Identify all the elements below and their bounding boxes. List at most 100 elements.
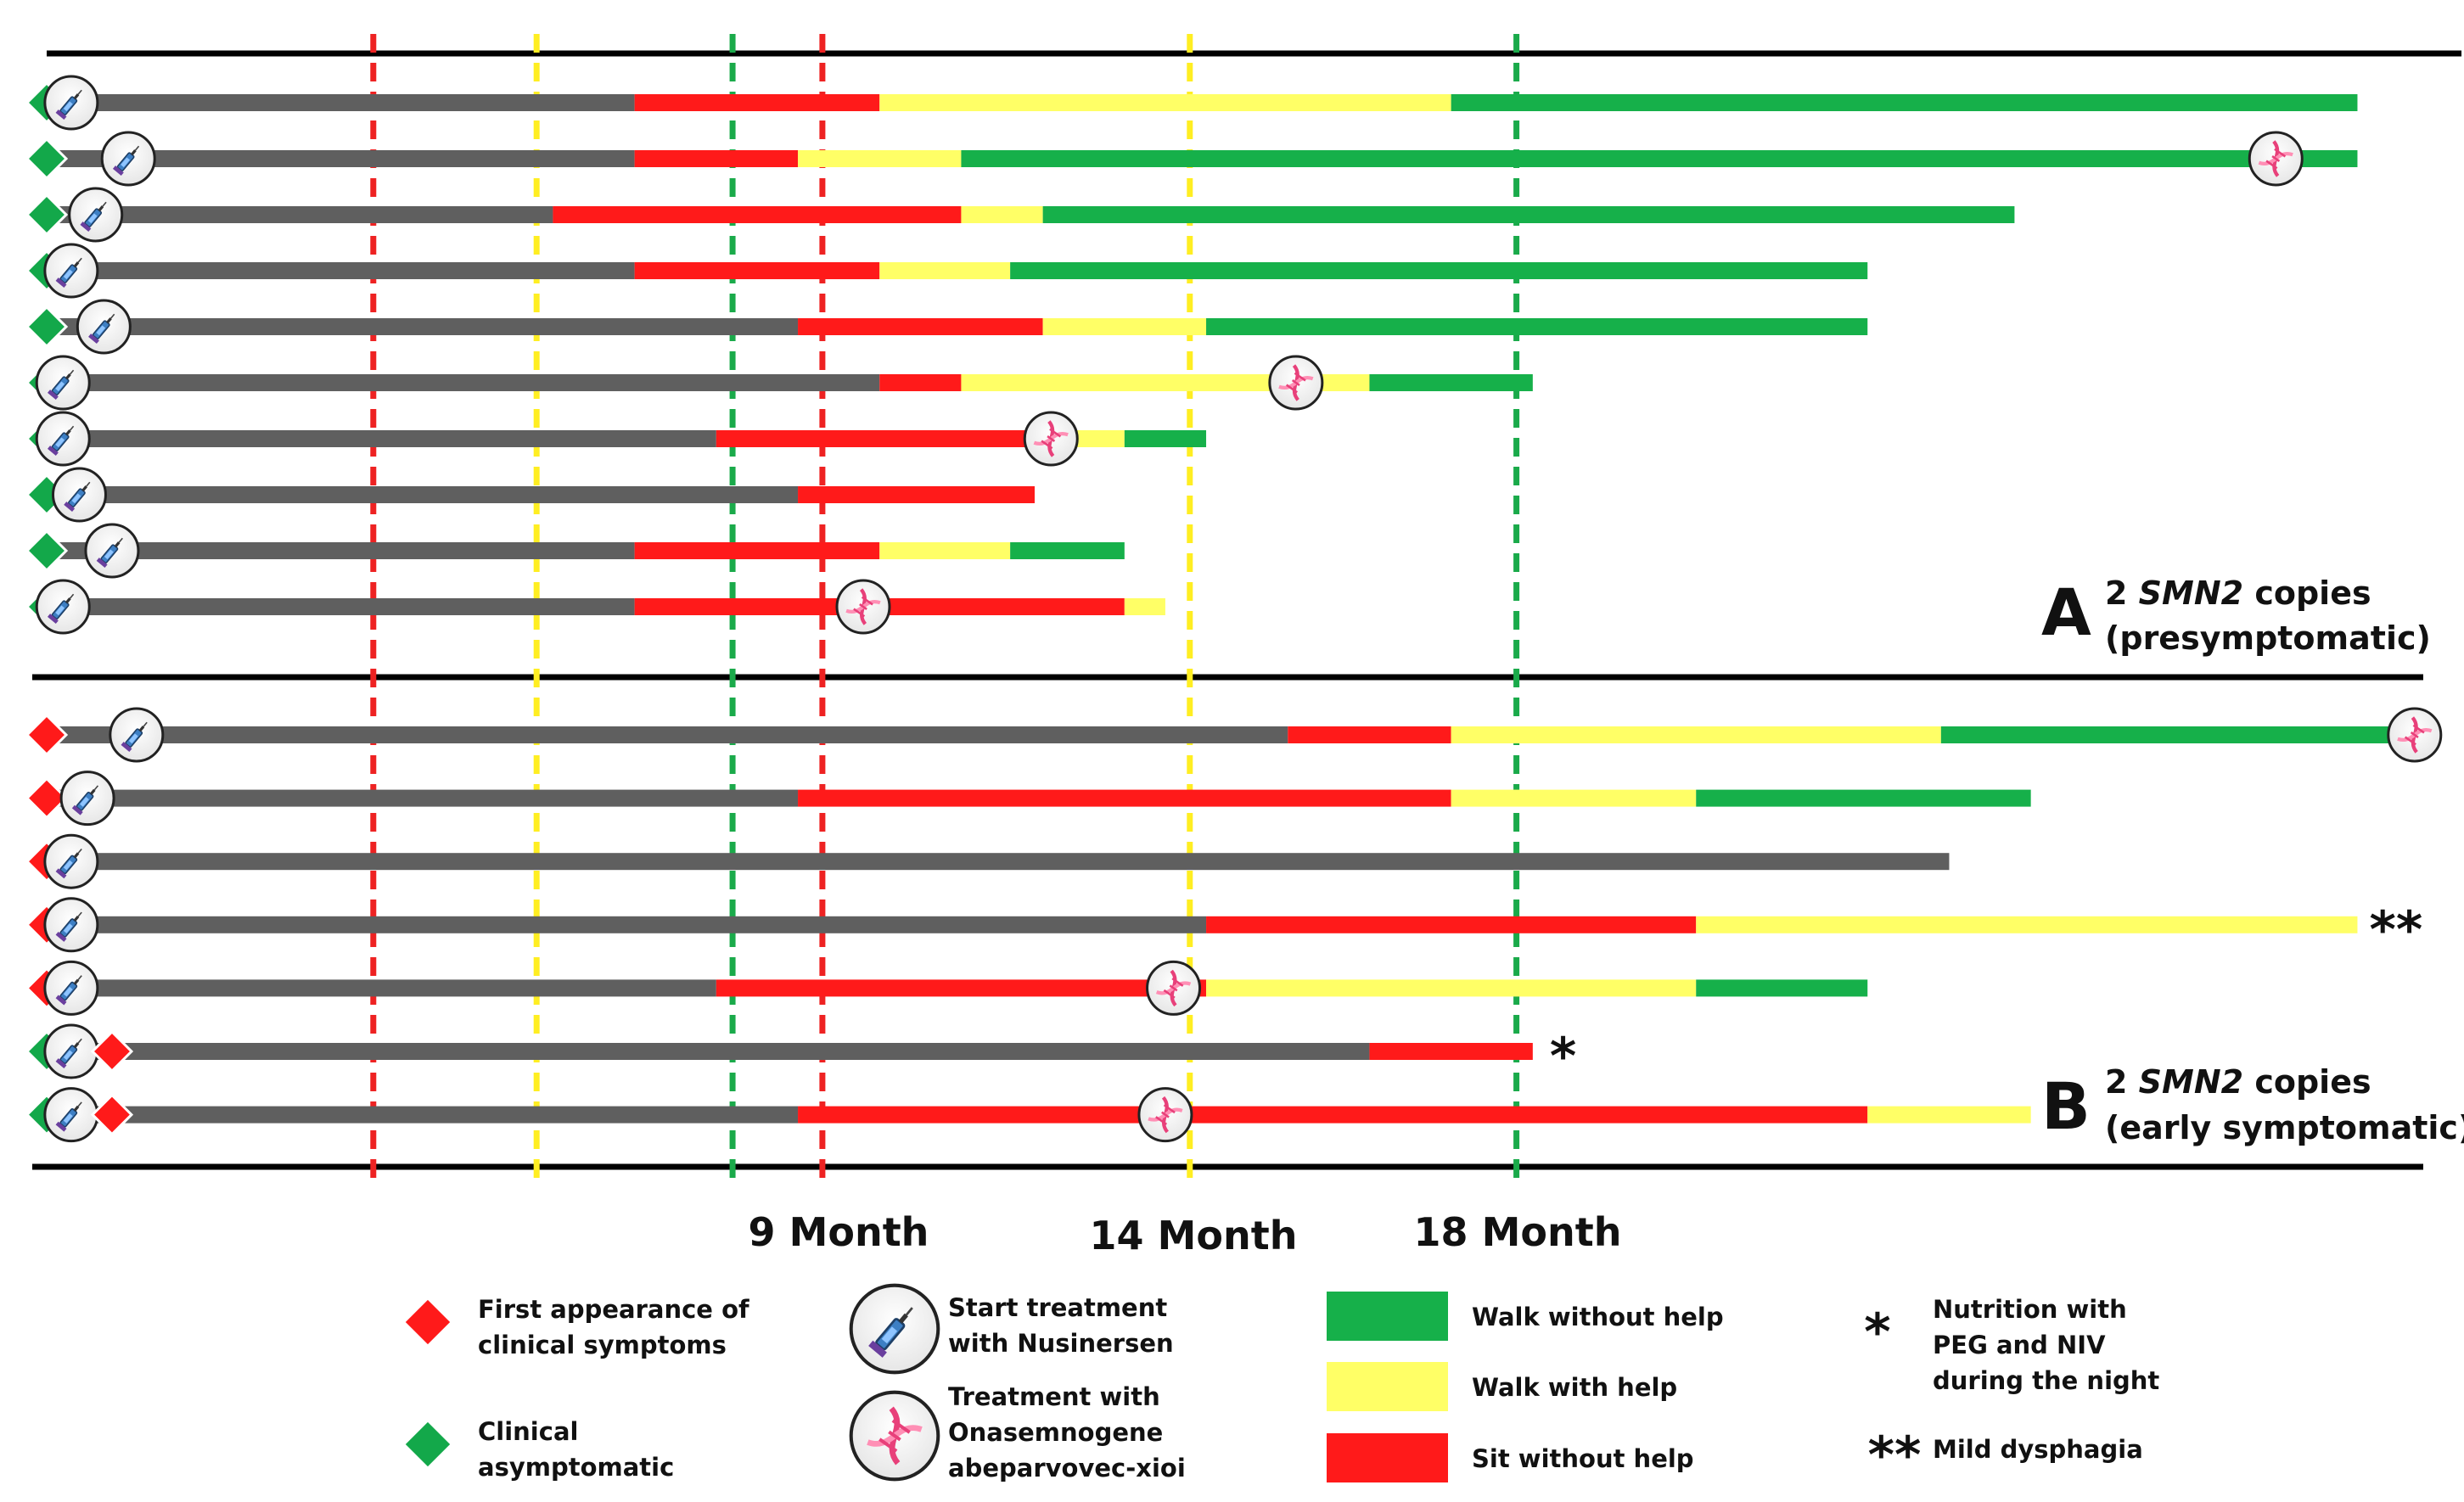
- legend-onasemnogene-icon: [849, 1390, 940, 1482]
- panel-a-row-9-diamond: [25, 529, 69, 573]
- panel-a-row-7-segment-2-sit: [716, 430, 1043, 447]
- panel-a-row-6: [47, 374, 1533, 391]
- panel-a-row-3: [47, 206, 2015, 223]
- panel-a-row-2-segment-1-grey: [47, 150, 635, 167]
- panel-a-row-10: [47, 598, 1165, 615]
- panel-b-row-1-segment-4-walk: [1940, 726, 2390, 743]
- panel-a-row-9-segment-4-walk: [1010, 542, 1125, 559]
- panel-a-row-1-segment-2-sit: [634, 94, 880, 111]
- panel-b-row-7-symptom-onset-diamond: [90, 1093, 134, 1136]
- month-label-14: 14 Month: [1090, 1213, 1298, 1258]
- panel-b-row-2-segment-4-walk: [1696, 789, 2031, 807]
- panel-b-row-1-segment-2-sit: [1288, 726, 1451, 743]
- patient-markers: ***: [25, 75, 2443, 1143]
- panel-a-row-3-segment-2-sit: [553, 206, 962, 223]
- panel-b-row-1-onasemnogene-icon: [2387, 707, 2443, 763]
- panel-a-row-3-segment-4-walk: [1042, 206, 2015, 223]
- panel-b-row-4-segment-2-sit: [1206, 916, 1697, 933]
- month-label-18: 18 Month: [1414, 1209, 1622, 1255]
- panel-b-row-4-segment-3-walk-help: [1696, 916, 2358, 933]
- panel-b-row-5-segment-2-sit: [716, 979, 1207, 997]
- panel-a-row-3-segment-1-grey: [47, 206, 553, 223]
- legend-onasemnogene-label-1: Treatment with: [948, 1382, 1160, 1411]
- panel-b-row-7-segment-3-walk-help: [1867, 1106, 2031, 1124]
- legend-walk-help-label: Walk with help: [1472, 1373, 1677, 1402]
- legend-walk-label: Walk without help: [1472, 1303, 1724, 1331]
- legend-onasemnogene-label-3: abeparvovec-xioi: [948, 1454, 1186, 1482]
- panel-a-row-10-nusinersen-icon: [35, 579, 91, 635]
- legend-symptom-label-1: First appearance of: [478, 1295, 749, 1324]
- panel-a-row-4-segment-1-grey: [47, 262, 635, 279]
- panel-a-row-3-diamond: [25, 193, 69, 237]
- panel-b-row-5-nusinersen-icon: [43, 960, 99, 1016]
- panel-b-row-2-segment-1-grey: [47, 789, 799, 807]
- panel-a-row-7-segment-4-walk: [1124, 430, 1207, 447]
- panel-a-row-9-segment-1-grey: [47, 542, 635, 559]
- panel-a-row-6-onasemnogene-icon: [1268, 355, 1324, 411]
- panel-a-row-3-nusinersen-icon: [68, 187, 124, 243]
- panel-a-row-7-onasemnogene-icon: [1023, 411, 1079, 467]
- panel-a-row-2-segment-3-walk-help: [798, 150, 962, 167]
- panel-b-row-6-segment-1-grey: [47, 1043, 1370, 1060]
- panel-b-row-5-segment-4-walk: [1696, 979, 1868, 997]
- legend-walk-swatch: [1327, 1292, 1448, 1341]
- panel-b-title-line1: 2 SMN2 copies: [2105, 1063, 2371, 1101]
- panel-a-row-5-segment-2-sit: [798, 318, 1043, 335]
- panel-a-row-2-segment-4-walk: [961, 150, 2358, 167]
- panel-a-title-line2: (presymptomatic): [2105, 619, 2431, 657]
- legend-star1-label-2: PEG and NIV: [1933, 1331, 2106, 1359]
- panel-b-row-6-segment-2-sit: [1369, 1043, 1533, 1060]
- panel-b-row-3-segment-1-grey: [47, 853, 1950, 871]
- panel-b-row-7-nusinersen-icon: [43, 1087, 99, 1143]
- panel-a-row-4-nusinersen-icon: [43, 243, 99, 299]
- panel-a-row-5: [47, 318, 1868, 335]
- panel-a-row-3-segment-3-walk-help: [961, 206, 1043, 223]
- month-label-9: 9 Month: [749, 1209, 929, 1255]
- panel-a-title-line1: 2 SMN2 copies: [2105, 574, 2371, 612]
- panel-b-row-6-note: *: [1550, 1027, 1576, 1086]
- panel-b-row-1-segment-3-walk-help: [1451, 726, 1941, 743]
- legend: First appearance of clinical symptoms Cl…: [401, 1283, 2159, 1485]
- panel-a-row-9: [47, 542, 1125, 559]
- legend-star1: *: [1864, 1303, 1890, 1362]
- panel-a-row-8: [47, 486, 1036, 503]
- legend-asym-label-2: asymptomatic: [478, 1453, 674, 1482]
- legend-star2-label: Mild dysphagia: [1933, 1435, 2143, 1464]
- panel-a-row-2: [47, 150, 2358, 167]
- panel-b-row-7-segment-2-sit: [798, 1106, 1868, 1124]
- panel-a-row-6-segment-3-walk-help: [961, 374, 1370, 391]
- panel-b-row-7-onasemnogene-icon: [1137, 1087, 1193, 1143]
- panel-a-row-6-segment-1-grey: [47, 374, 880, 391]
- panel-a-row-5-segment-1-grey: [47, 318, 799, 335]
- panel-a-row-1-segment-1-grey: [47, 94, 635, 111]
- panel-a-row-4-segment-4-walk: [1010, 262, 1868, 279]
- legend-walk-help-swatch: [1327, 1362, 1448, 1411]
- panel-a-row-5-segment-4-walk: [1206, 318, 1868, 335]
- panel-a-row-2-nusinersen-icon: [100, 131, 156, 187]
- panel-b-row-2-diamond: [25, 776, 69, 820]
- panel-b-row-1-nusinersen-icon: [109, 707, 165, 763]
- legend-nusinersen-label-1: Start treatment: [948, 1293, 1167, 1322]
- panel-a-row-10-segment-3-walk-help: [1124, 598, 1165, 615]
- legend-asym-diamond: [401, 1418, 454, 1471]
- panel-b-row-7-segment-1-grey: [47, 1106, 799, 1124]
- panel-a-row-1: [47, 94, 2358, 111]
- panel-a-row-5-segment-3-walk-help: [1042, 318, 1207, 335]
- panel-b-row-3: [47, 853, 1950, 871]
- panel-a-row-6-segment-4-walk: [1369, 374, 1533, 391]
- panel-b-row-4-nusinersen-icon: [43, 897, 99, 953]
- panel-b-row-5-segment-1-grey: [47, 979, 716, 997]
- panel-a-row-2-diamond: [25, 137, 69, 181]
- panel-b-row-1-diamond: [25, 713, 69, 757]
- panel-a-row-6-segment-2-sit: [879, 374, 962, 391]
- panel-b-row-5-onasemnogene-icon: [1146, 960, 1202, 1016]
- legend-sit-label: Sit without help: [1472, 1444, 1694, 1473]
- panel-b-row-5-segment-3-walk-help: [1206, 979, 1697, 997]
- panel-b-row-6: [47, 1043, 1533, 1060]
- panel-a-row-6-nusinersen-icon: [35, 355, 91, 411]
- panel-a-row-9-segment-3-walk-help: [879, 542, 1011, 559]
- panel-a-row-1-nusinersen-icon: [43, 75, 99, 131]
- panel-a-row-10-onasemnogene-icon: [835, 579, 891, 635]
- panel-b-row-6-symptom-onset-diamond: [90, 1029, 134, 1073]
